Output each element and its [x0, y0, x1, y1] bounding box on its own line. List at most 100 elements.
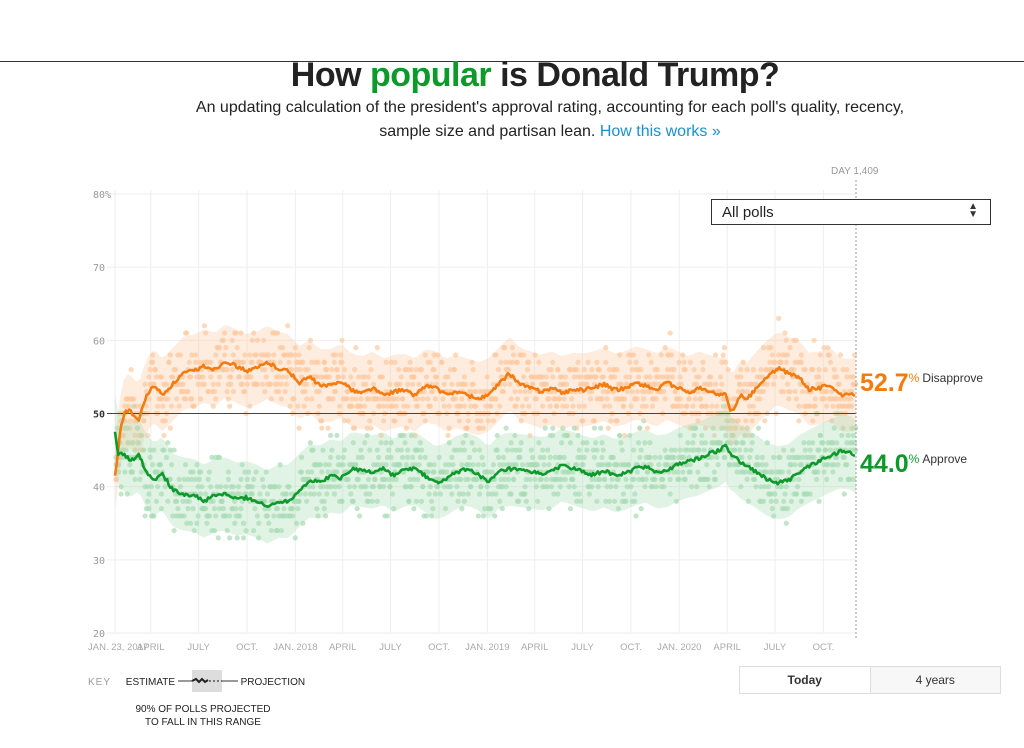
disapprove-poll-dot — [470, 381, 476, 387]
disapprove-poll-dot — [575, 359, 581, 365]
approve-poll-dot — [115, 469, 122, 475]
how-this-works-link[interactable]: How this works » — [599, 123, 721, 140]
disapprove-poll-dot — [282, 388, 288, 395]
disapprove-poll-dot — [184, 330, 190, 336]
approve-poll-dot — [292, 535, 298, 541]
disapprove-poll-dot — [201, 381, 208, 387]
disapprove-poll-dot — [662, 345, 668, 351]
approve-poll-dot — [131, 403, 137, 409]
disapprove-poll-dot — [341, 367, 348, 373]
disapprove-poll-dot — [627, 359, 633, 365]
disapprove-poll-dot — [816, 367, 822, 373]
disapprove-poll-dot — [502, 345, 508, 351]
approve-current: 44.0% Approve — [860, 450, 967, 479]
disapprove-poll-dot — [468, 388, 474, 395]
disapprove-poll-dot — [168, 403, 175, 409]
disapprove-poll-dot — [352, 425, 358, 431]
approve-poll-dot — [227, 535, 233, 541]
disapprove-poll-dot — [704, 403, 710, 409]
disapprove-poll-dot — [122, 403, 128, 409]
disapprove-poll-dot — [810, 418, 816, 424]
approve-poll-dot — [171, 527, 177, 534]
day-label: DAY 1,409 — [831, 166, 879, 177]
disapprove-poll-dot — [581, 367, 587, 373]
approve-poll-dot — [234, 535, 240, 541]
disapprove-poll-dot — [784, 381, 791, 387]
disapprove-poll-dot — [623, 374, 629, 380]
disapprove-current: 52.7% Disapprove — [860, 369, 983, 398]
subtitle-text: An updating calculation of the president… — [195, 99, 905, 140]
x-tick-label: JULY — [571, 642, 594, 653]
disapprove-poll-dot — [844, 374, 850, 380]
disapprove-poll-dot — [355, 374, 361, 380]
disapprove-poll-dot — [247, 352, 253, 358]
disapprove-poll-dot — [750, 367, 757, 373]
disapprove-poll-dot — [719, 381, 725, 387]
disapprove-poll-dot — [702, 425, 709, 431]
disapprove-poll-dot — [744, 367, 750, 373]
disapprove-poll-dot — [620, 403, 627, 409]
disapprove-poll-dot — [464, 425, 470, 431]
disapprove-poll-dot — [522, 388, 528, 395]
y-tick-label: 40 — [93, 483, 105, 494]
disapprove-poll-dot — [617, 352, 623, 358]
disapprove-poll-dot — [261, 337, 267, 343]
disapprove-poll-dot — [145, 432, 151, 439]
disapprove-poll-dot — [643, 403, 649, 409]
approve-poll-dot — [118, 484, 124, 490]
y-axis: 20 30 40 50 60 70 80% — [93, 190, 111, 640]
y-tick-label: 50 — [93, 410, 105, 421]
approve-poll-dot — [132, 447, 138, 453]
disapprove-poll-dot — [225, 396, 231, 402]
approve-poll-dot — [138, 469, 144, 475]
disapprove-poll-dot — [635, 374, 642, 380]
disapprove-poll-dot — [201, 323, 208, 329]
disapprove-poll-dot — [524, 367, 531, 373]
disapprove-poll-dot — [606, 403, 613, 409]
disapprove-poll-dot — [162, 418, 168, 424]
approve-poll-dot — [215, 535, 221, 541]
approve-poll-dot — [145, 498, 151, 504]
disapprove-poll-dot — [779, 374, 786, 380]
disapprove-poll-dot — [687, 359, 693, 365]
key-note: 90% OF POLLS PROJECTED TO FALL IN THIS R… — [128, 703, 278, 729]
poll-filter-select[interactable]: All polls ▲ ▼ — [711, 199, 991, 225]
disapprove-poll-dot — [292, 345, 298, 351]
disapprove-poll-dot — [470, 367, 476, 373]
disapprove-poll-dot — [248, 374, 254, 380]
four-years-button[interactable]: 4 years — [870, 667, 1000, 693]
disapprove-poll-dot — [665, 367, 671, 373]
disapprove-poll-dot — [455, 381, 461, 387]
approve-poll-dot — [503, 425, 509, 431]
disapprove-poll-dot — [484, 374, 490, 380]
disapprove-poll-dot — [556, 396, 562, 402]
approve-poll-dot — [328, 432, 334, 439]
disapprove-poll-dot — [569, 396, 575, 402]
approve-poll-dot — [129, 440, 136, 446]
disapprove-poll-dot — [254, 337, 261, 343]
today-button[interactable]: Today — [740, 667, 871, 693]
disapprove-poll-dot — [196, 359, 202, 365]
approve-poll-dot — [816, 498, 822, 504]
disapprove-poll-dot — [229, 367, 235, 373]
disapprove-poll-dot — [422, 418, 428, 424]
disapprove-poll-dot — [146, 396, 152, 402]
disapprove-poll-dot — [680, 352, 686, 358]
disapprove-poll-dot — [694, 381, 700, 387]
disapprove-poll-dot — [711, 432, 717, 439]
disapprove-poll-dot — [750, 403, 757, 409]
disapprove-poll-dot — [543, 381, 550, 387]
disapprove-poll-dot — [267, 381, 273, 387]
disapprove-poll-dot — [353, 396, 359, 402]
disapprove-poll-dot — [490, 418, 497, 424]
disapprove-poll-dot — [712, 352, 719, 358]
disapprove-poll-dot — [333, 352, 339, 358]
disapprove-poll-dot — [654, 367, 661, 373]
disapprove-pct: % — [908, 371, 920, 385]
disapprove-poll-dot — [127, 418, 133, 424]
disapprove-poll-dot — [165, 396, 171, 402]
disapprove-poll-dot — [738, 367, 744, 373]
disapprove-poll-dot — [421, 388, 427, 395]
disapprove-poll-dot — [624, 381, 630, 387]
disapprove-poll-dot — [146, 374, 152, 380]
